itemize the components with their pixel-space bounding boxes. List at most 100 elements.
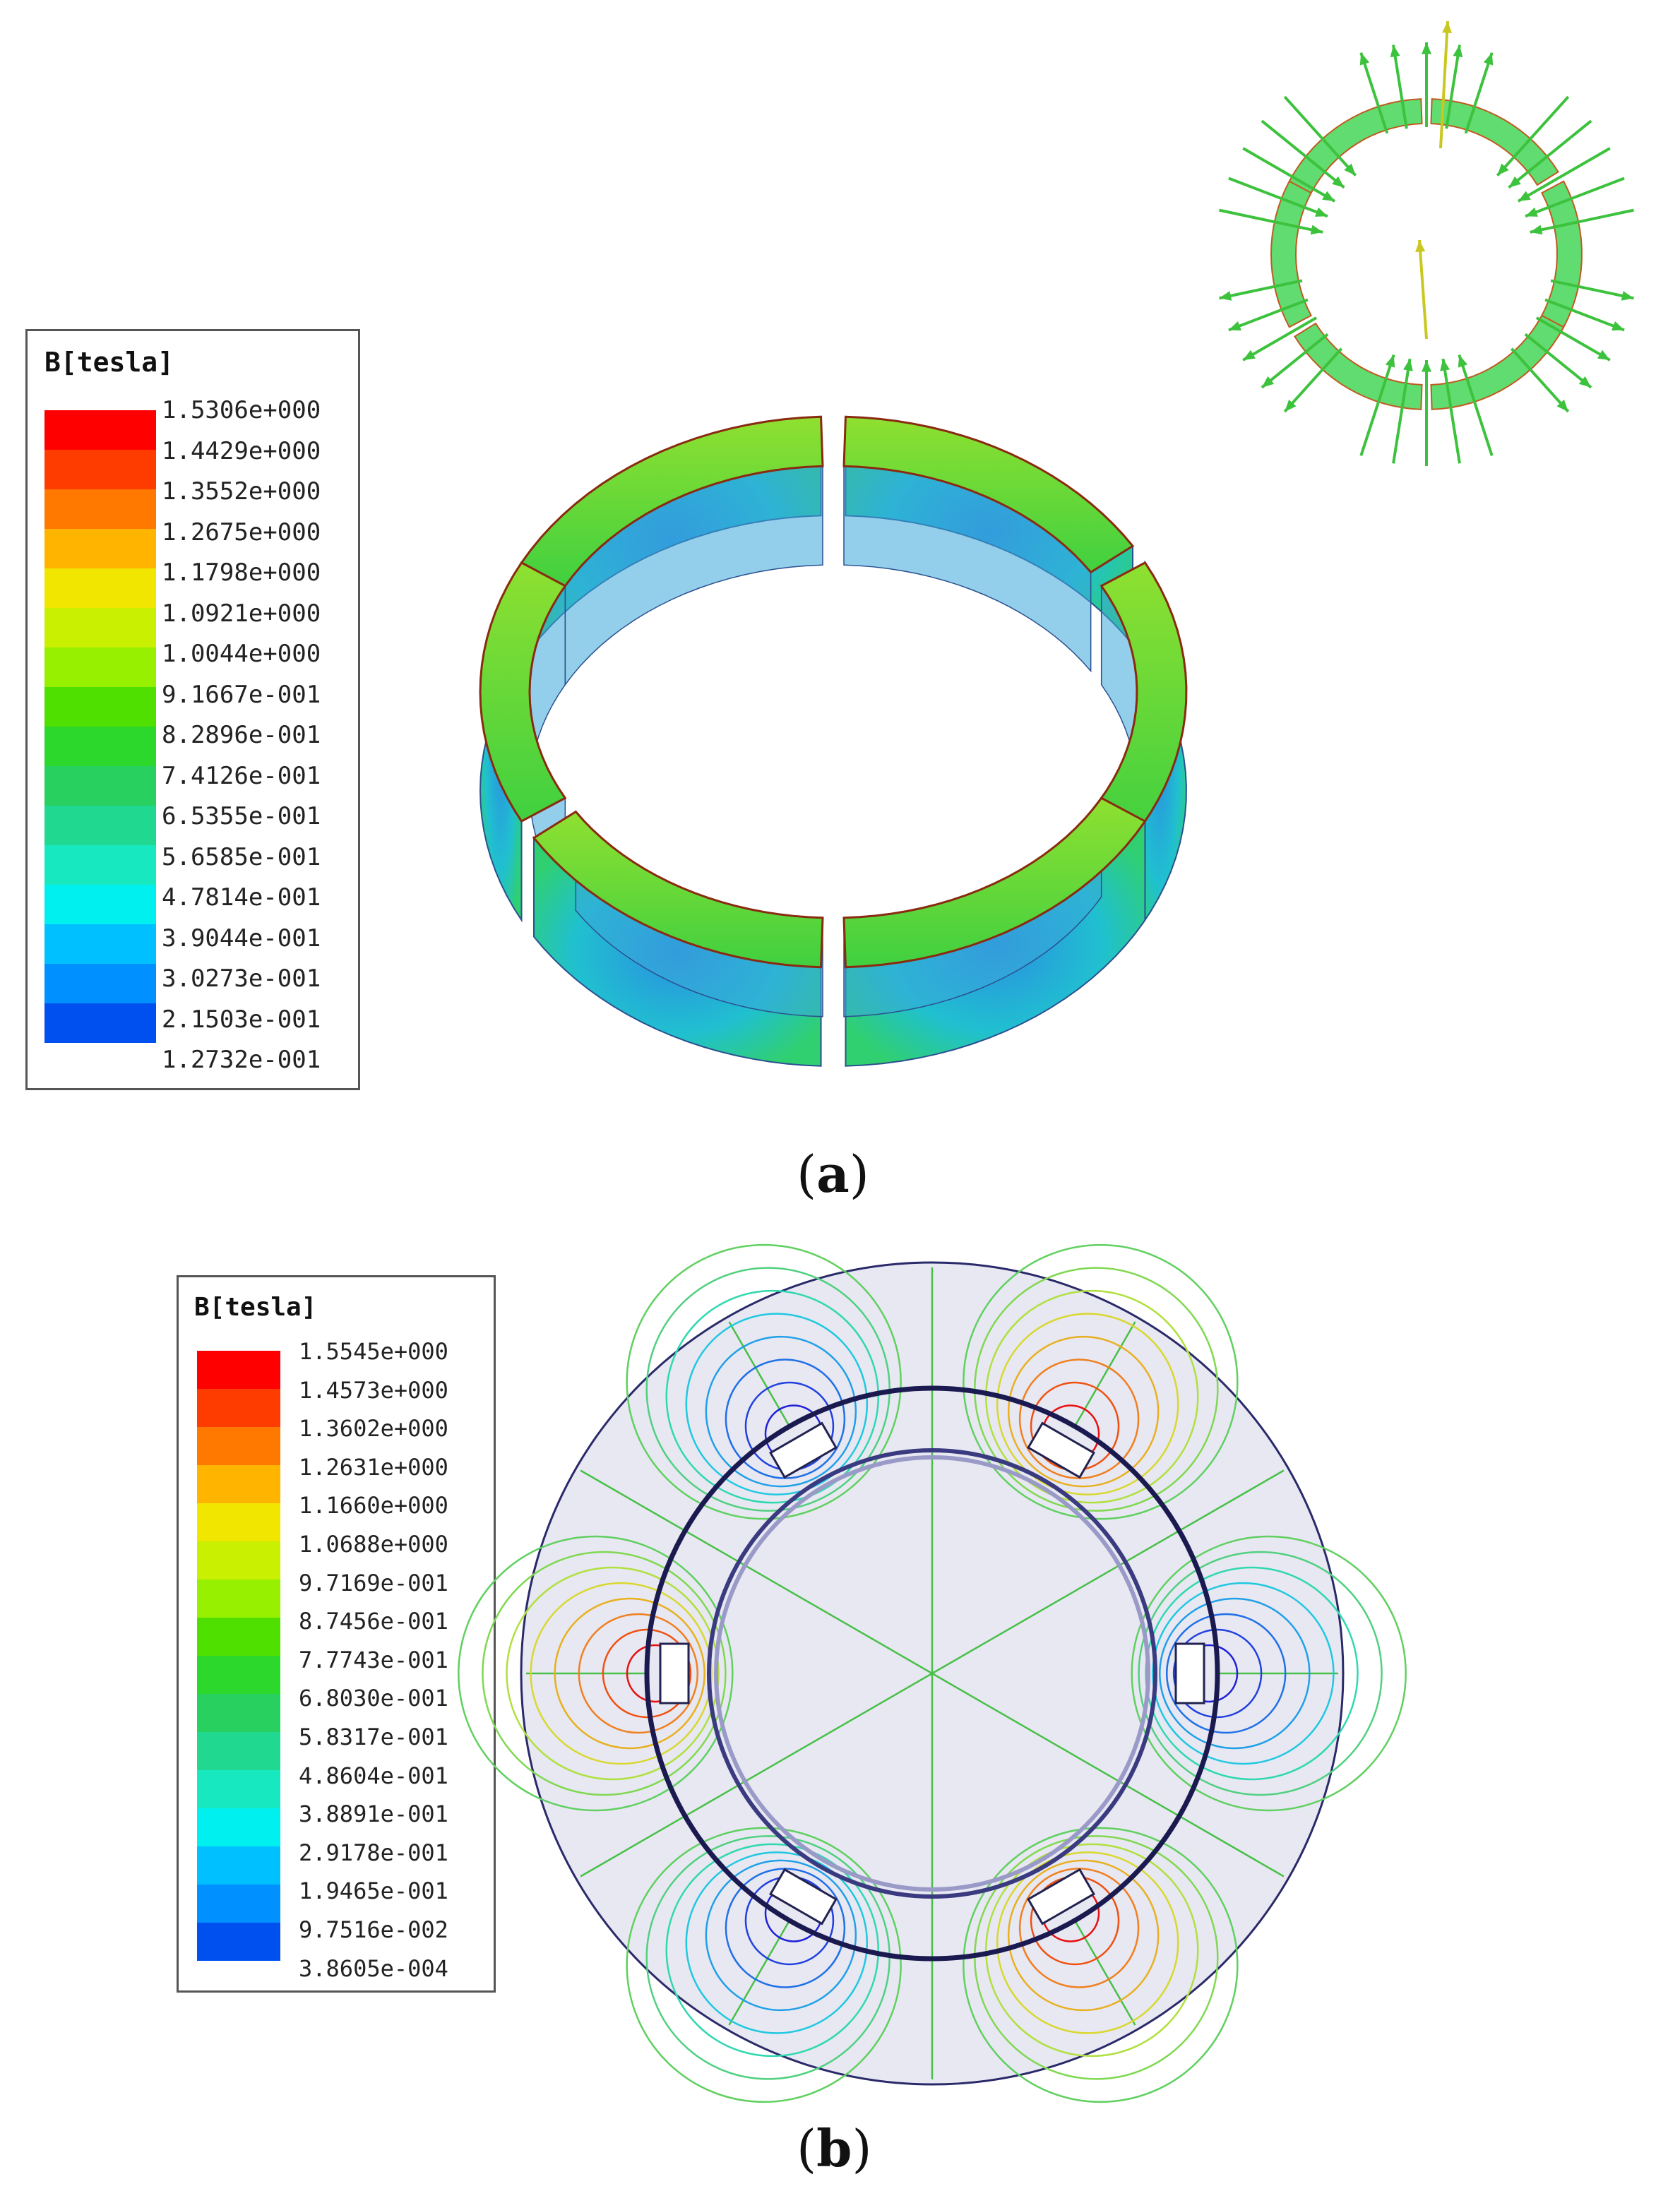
tick-label: 1.0688e+000 — [299, 1531, 448, 1558]
legend-title: B[tesla] — [44, 347, 174, 378]
caption-b-letter: b — [816, 2118, 852, 2178]
field-arrow — [1242, 316, 1318, 362]
field-arrow — [1517, 147, 1611, 203]
field-arrow — [1496, 95, 1570, 177]
color-swatch — [197, 1732, 280, 1770]
field-arrow — [1359, 354, 1395, 456]
field-arrow — [1242, 147, 1336, 203]
magnet-segment — [842, 415, 1135, 673]
color-swatch — [197, 1770, 280, 1808]
color-swatch — [197, 1656, 280, 1694]
magnet-segment — [1288, 98, 1423, 194]
field-arrow — [1283, 347, 1343, 413]
color-swatch — [44, 687, 156, 727]
field-line — [580, 1672, 933, 1877]
tick-label: 7.7743e-001 — [299, 1646, 448, 1673]
field-arrow — [1535, 316, 1611, 362]
field-arrow — [1510, 347, 1570, 413]
color-swatch — [44, 885, 156, 924]
color-swatch — [44, 529, 156, 568]
tick-label: 2.1503e-001 — [162, 1005, 321, 1034]
magnet-block — [1027, 1421, 1095, 1479]
color-swatch — [197, 1846, 280, 1885]
field-arrow — [1525, 177, 1625, 218]
field-arrow — [1458, 354, 1494, 456]
tick-label: 8.7456e-001 — [299, 1608, 448, 1635]
color-swatch — [197, 1427, 280, 1465]
tick-label: 3.0273e-001 — [162, 965, 321, 993]
magnet-block — [1027, 1868, 1095, 1926]
field-arrow — [1415, 239, 1428, 340]
color-swatch — [197, 1808, 280, 1846]
magnet-block — [769, 1421, 838, 1479]
field-arrow — [1228, 177, 1328, 218]
color-scale — [197, 1351, 280, 1961]
tick-label: 1.2732e-001 — [162, 1046, 321, 1074]
field-arrow — [1261, 333, 1329, 389]
tick-label: 1.2675e+000 — [162, 518, 321, 547]
field-arrow — [1544, 298, 1625, 332]
color-swatch — [197, 1541, 280, 1580]
field-arrow — [1392, 358, 1413, 464]
field-arrow — [1219, 279, 1303, 301]
tick-label: 5.8317e-001 — [299, 1724, 448, 1750]
magnet-ring-3d — [479, 415, 1188, 1067]
color-swatch — [44, 924, 156, 964]
color-swatch — [197, 1694, 280, 1732]
field-arrow — [1440, 358, 1461, 464]
color-swatch — [44, 845, 156, 885]
color-swatch — [44, 1003, 156, 1043]
magnet-segment — [1430, 314, 1565, 410]
tick-label: 1.5306e+000 — [162, 396, 321, 424]
pole-contours — [963, 1827, 1239, 2103]
color-swatch — [44, 489, 156, 529]
magnetization-arrow-ring — [1219, 20, 1634, 466]
field-arrow — [1421, 42, 1432, 127]
tick-label: 1.2631e+000 — [299, 1453, 448, 1481]
tick-label: 4.8604e-001 — [299, 1762, 448, 1789]
caption-b: (b) — [797, 2118, 872, 2178]
field-arrow — [1464, 52, 1494, 134]
tick-label: 9.7169e-001 — [299, 1569, 448, 1596]
tick-label: 1.9465e-001 — [299, 1877, 448, 1905]
legend-a: B[tesla] 1.5306e+000 1.4429e+000 1.3552e+0… — [25, 329, 360, 1090]
color-swatch — [44, 766, 156, 806]
tick-label: 1.5545e+000 — [299, 1338, 448, 1365]
field-line — [931, 1469, 1285, 1675]
field-arrow — [1530, 208, 1634, 235]
magnet-block — [1174, 1642, 1205, 1705]
legend-b: B[tesla] 1.5545e+000 1.4573e+000 1.3602e+0… — [177, 1275, 496, 1993]
field-arrow — [1228, 298, 1309, 332]
tick-label: 1.4573e+000 — [299, 1376, 448, 1404]
tick-label: 7.4126e-001 — [162, 761, 321, 790]
color-swatch — [197, 1351, 280, 1389]
tick-label: 9.1667e-001 — [162, 680, 321, 709]
magnet-block — [659, 1642, 690, 1705]
field-arrow — [1439, 20, 1453, 149]
pole-contours — [458, 1535, 734, 1812]
field-cross-section — [458, 1243, 1407, 2103]
magnet-segment — [842, 796, 1147, 1067]
magnet-segment — [532, 810, 824, 1067]
field-line — [931, 1672, 1285, 1877]
color-swatch — [197, 1389, 280, 1427]
color-swatch — [44, 806, 156, 845]
tick-label: 3.8605e-004 — [299, 1954, 448, 1982]
field-arrow — [1550, 279, 1634, 301]
field-arrow — [1524, 333, 1592, 389]
pole-contours — [626, 1827, 902, 2103]
color-swatch — [197, 1618, 280, 1656]
rotor-edge — [707, 1448, 1157, 1899]
stator-outer-edge — [644, 1385, 1220, 1962]
magnet-segment — [479, 560, 567, 923]
tick-label: 9.7516e-002 — [299, 1916, 448, 1943]
tick-label: 3.8891e-001 — [299, 1801, 448, 1828]
magnet-segment — [520, 415, 824, 686]
caption-a: (a) — [797, 1144, 869, 1204]
field-arrow — [1219, 208, 1323, 235]
tick-label: 6.5355e-001 — [162, 802, 321, 830]
color-swatch — [44, 727, 156, 766]
tick-label: 6.8030e-001 — [299, 1685, 448, 1712]
color-swatch — [44, 964, 156, 1003]
field-arrow — [1445, 44, 1463, 129]
